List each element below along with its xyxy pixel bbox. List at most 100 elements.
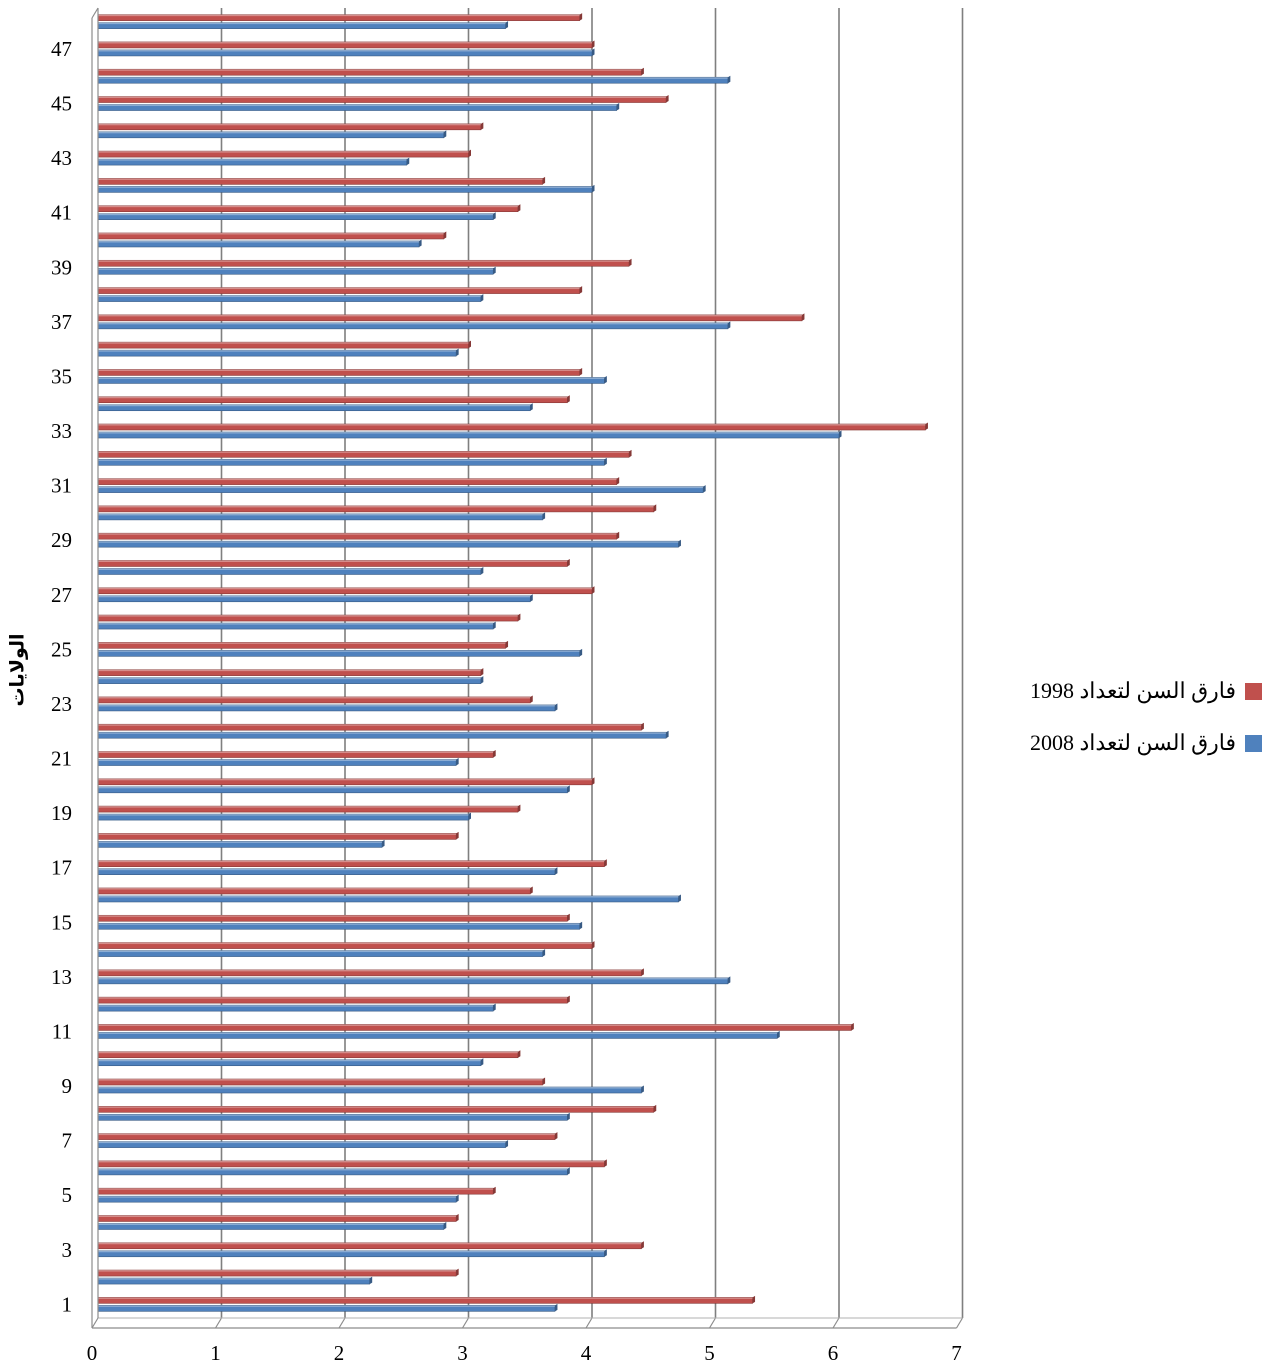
bar-1998-31 [97, 477, 620, 485]
legend-item-2008: فارق السن لتعداد 2008 [1030, 728, 1263, 758]
bar-2008-17 [97, 867, 558, 875]
bar-1998-7 [97, 1132, 558, 1140]
bar-2008-38 [97, 294, 484, 302]
y-tick-15: 15 [51, 910, 72, 934]
axes [91, 7, 963, 1329]
legend-swatch-1998 [1245, 682, 1263, 700]
bar-2008-37 [97, 321, 731, 330]
bar-2008-25 [97, 648, 583, 657]
bar-2008-4 [97, 1221, 447, 1230]
y-axis-label: الولايات [7, 633, 29, 706]
bar-2008-39 [97, 266, 496, 275]
legend-swatch-2008 [1245, 734, 1263, 752]
bar-1998-37 [97, 313, 805, 322]
x-tick-1: 1 [210, 1341, 221, 1365]
y-tick-43: 43 [51, 146, 72, 170]
bar-1998-17 [97, 859, 607, 867]
bar-2008-30 [97, 512, 546, 521]
bar-2008-14 [97, 949, 546, 957]
bar-2008-36 [97, 348, 459, 357]
legend: فارق السن لتعداد 1998 فارق السن لتعداد 2… [1030, 676, 1263, 780]
bar-1998-27 [97, 586, 595, 595]
y-tick-19: 19 [51, 801, 72, 825]
bar-1998-23 [97, 695, 533, 704]
bar-1998-8 [97, 1104, 657, 1113]
y-tick-9: 9 [62, 1074, 73, 1098]
bar-1998-40 [97, 231, 447, 240]
y-axis-top-edge [91, 7, 99, 19]
bar-1998-42 [97, 176, 546, 185]
floor-line-2 [338, 1317, 346, 1329]
bar-2008-34 [97, 403, 533, 412]
bar-1998-30 [97, 504, 657, 513]
y-tick-25: 25 [51, 637, 72, 661]
bar-1998-2 [97, 1268, 459, 1277]
bar-2008-1 [97, 1303, 558, 1312]
floor-line-4 [585, 1317, 593, 1329]
legend-item-1998: فارق السن لتعداد 1998 [1030, 676, 1263, 706]
bar-2008-32 [97, 457, 607, 466]
y-tick-5: 5 [62, 1183, 73, 1207]
gridlines [91, 8, 964, 1329]
floor-line-5 [708, 1317, 717, 1329]
y-tick-39: 39 [51, 255, 72, 279]
bar-2008-11 [97, 1030, 780, 1039]
bar-1998-1 [97, 1295, 756, 1304]
x-tick-4: 4 [581, 1341, 592, 1365]
bar-2008-23 [97, 703, 558, 712]
bar-2008-27 [97, 594, 533, 603]
x-tick-2: 2 [334, 1341, 345, 1365]
x-tick-labels: 0 1 2 3 4 5 6 7 [87, 1341, 962, 1365]
bar-1998-32 [97, 449, 632, 458]
bar-1998-4 [97, 1213, 459, 1222]
bar-1998-15 [97, 913, 570, 922]
bar-1998-48 [97, 13, 583, 21]
bar-1998-35 [97, 367, 583, 376]
bar-2008-24 [97, 676, 484, 684]
bar-1998-46 [97, 67, 644, 76]
bar-2008-29 [97, 539, 681, 548]
bar-1998-6 [97, 1159, 607, 1168]
bar-1998-14 [97, 941, 595, 949]
bar-2008-44 [97, 130, 447, 139]
bar-2008-31 [97, 485, 706, 493]
y-tick-31: 31 [51, 474, 72, 498]
x-tick-7: 7 [951, 1341, 962, 1365]
bar-2008-40 [97, 239, 422, 248]
bar-1998-24 [97, 668, 484, 676]
y-tick-17: 17 [51, 856, 72, 880]
floor-line-7 [955, 1317, 964, 1329]
bar-1998-41 [97, 204, 521, 212]
bar-2008-22 [97, 730, 669, 739]
bar-1998-9 [97, 1077, 546, 1086]
y-tick-3: 3 [62, 1238, 73, 1262]
bar-2008-5 [97, 1194, 459, 1203]
bar-1998-36 [97, 340, 471, 349]
bar-2008-10 [97, 1058, 484, 1067]
bar-1998-18 [97, 831, 459, 840]
legend-label-1998: فارق السن لتعداد 1998 [1030, 678, 1237, 703]
bar-2008-18 [97, 839, 385, 848]
bar-1998-44 [97, 122, 484, 131]
y-tick-labels: 1357911131517192123252729313335373941434… [51, 37, 72, 1316]
y-tick-45: 45 [51, 92, 72, 116]
x-tick-3: 3 [457, 1341, 468, 1365]
y-tick-7: 7 [62, 1129, 73, 1153]
bar-2008-8 [97, 1112, 570, 1121]
legend-label-2008: فارق السن لتعداد 2008 [1030, 730, 1237, 755]
y-tick-13: 13 [51, 965, 72, 989]
bar-1998-19 [97, 804, 521, 813]
bar-2008-20 [97, 785, 570, 794]
floor-line-3 [461, 1317, 470, 1329]
bar-1998-13 [97, 968, 644, 977]
y-tick-35: 35 [51, 364, 72, 388]
y-tick-1: 1 [62, 1292, 73, 1316]
bar-1998-39 [97, 258, 632, 267]
y-tick-27: 27 [51, 583, 72, 607]
bar-2008-9 [97, 1085, 644, 1094]
bar-2008-42 [97, 184, 595, 193]
bar-2008-15 [97, 921, 583, 930]
bar-2008-43 [97, 157, 410, 166]
floor-line-6 [832, 1317, 840, 1329]
